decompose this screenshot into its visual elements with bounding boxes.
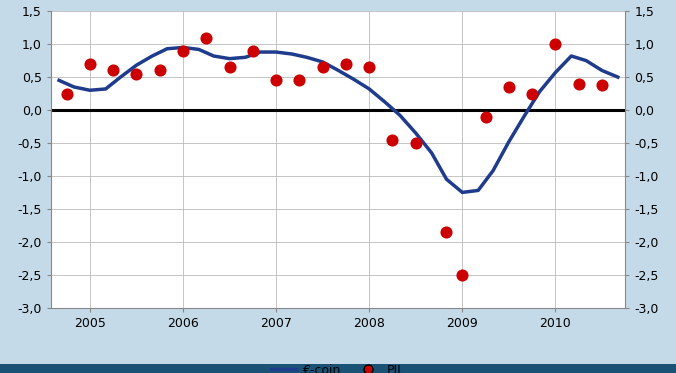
Point xyxy=(201,35,212,41)
Point xyxy=(480,114,491,120)
Point xyxy=(387,137,398,143)
Legend: €-coin, PIL: €-coin, PIL xyxy=(266,358,410,373)
Point xyxy=(550,41,561,47)
Point xyxy=(441,229,452,235)
Point xyxy=(84,61,95,67)
Point xyxy=(270,78,281,84)
Point xyxy=(597,82,608,88)
Point xyxy=(107,68,118,73)
Point xyxy=(294,78,305,84)
Point xyxy=(410,140,421,146)
Point xyxy=(247,48,258,54)
Point xyxy=(457,272,468,278)
Point xyxy=(573,81,584,87)
Point xyxy=(341,61,352,67)
Point xyxy=(317,64,328,70)
Point xyxy=(178,48,189,54)
Point xyxy=(504,84,514,90)
Point xyxy=(527,91,537,97)
Point xyxy=(224,64,235,70)
Point xyxy=(364,64,375,70)
Point xyxy=(131,71,142,77)
Point xyxy=(61,91,72,97)
Point xyxy=(154,68,165,73)
